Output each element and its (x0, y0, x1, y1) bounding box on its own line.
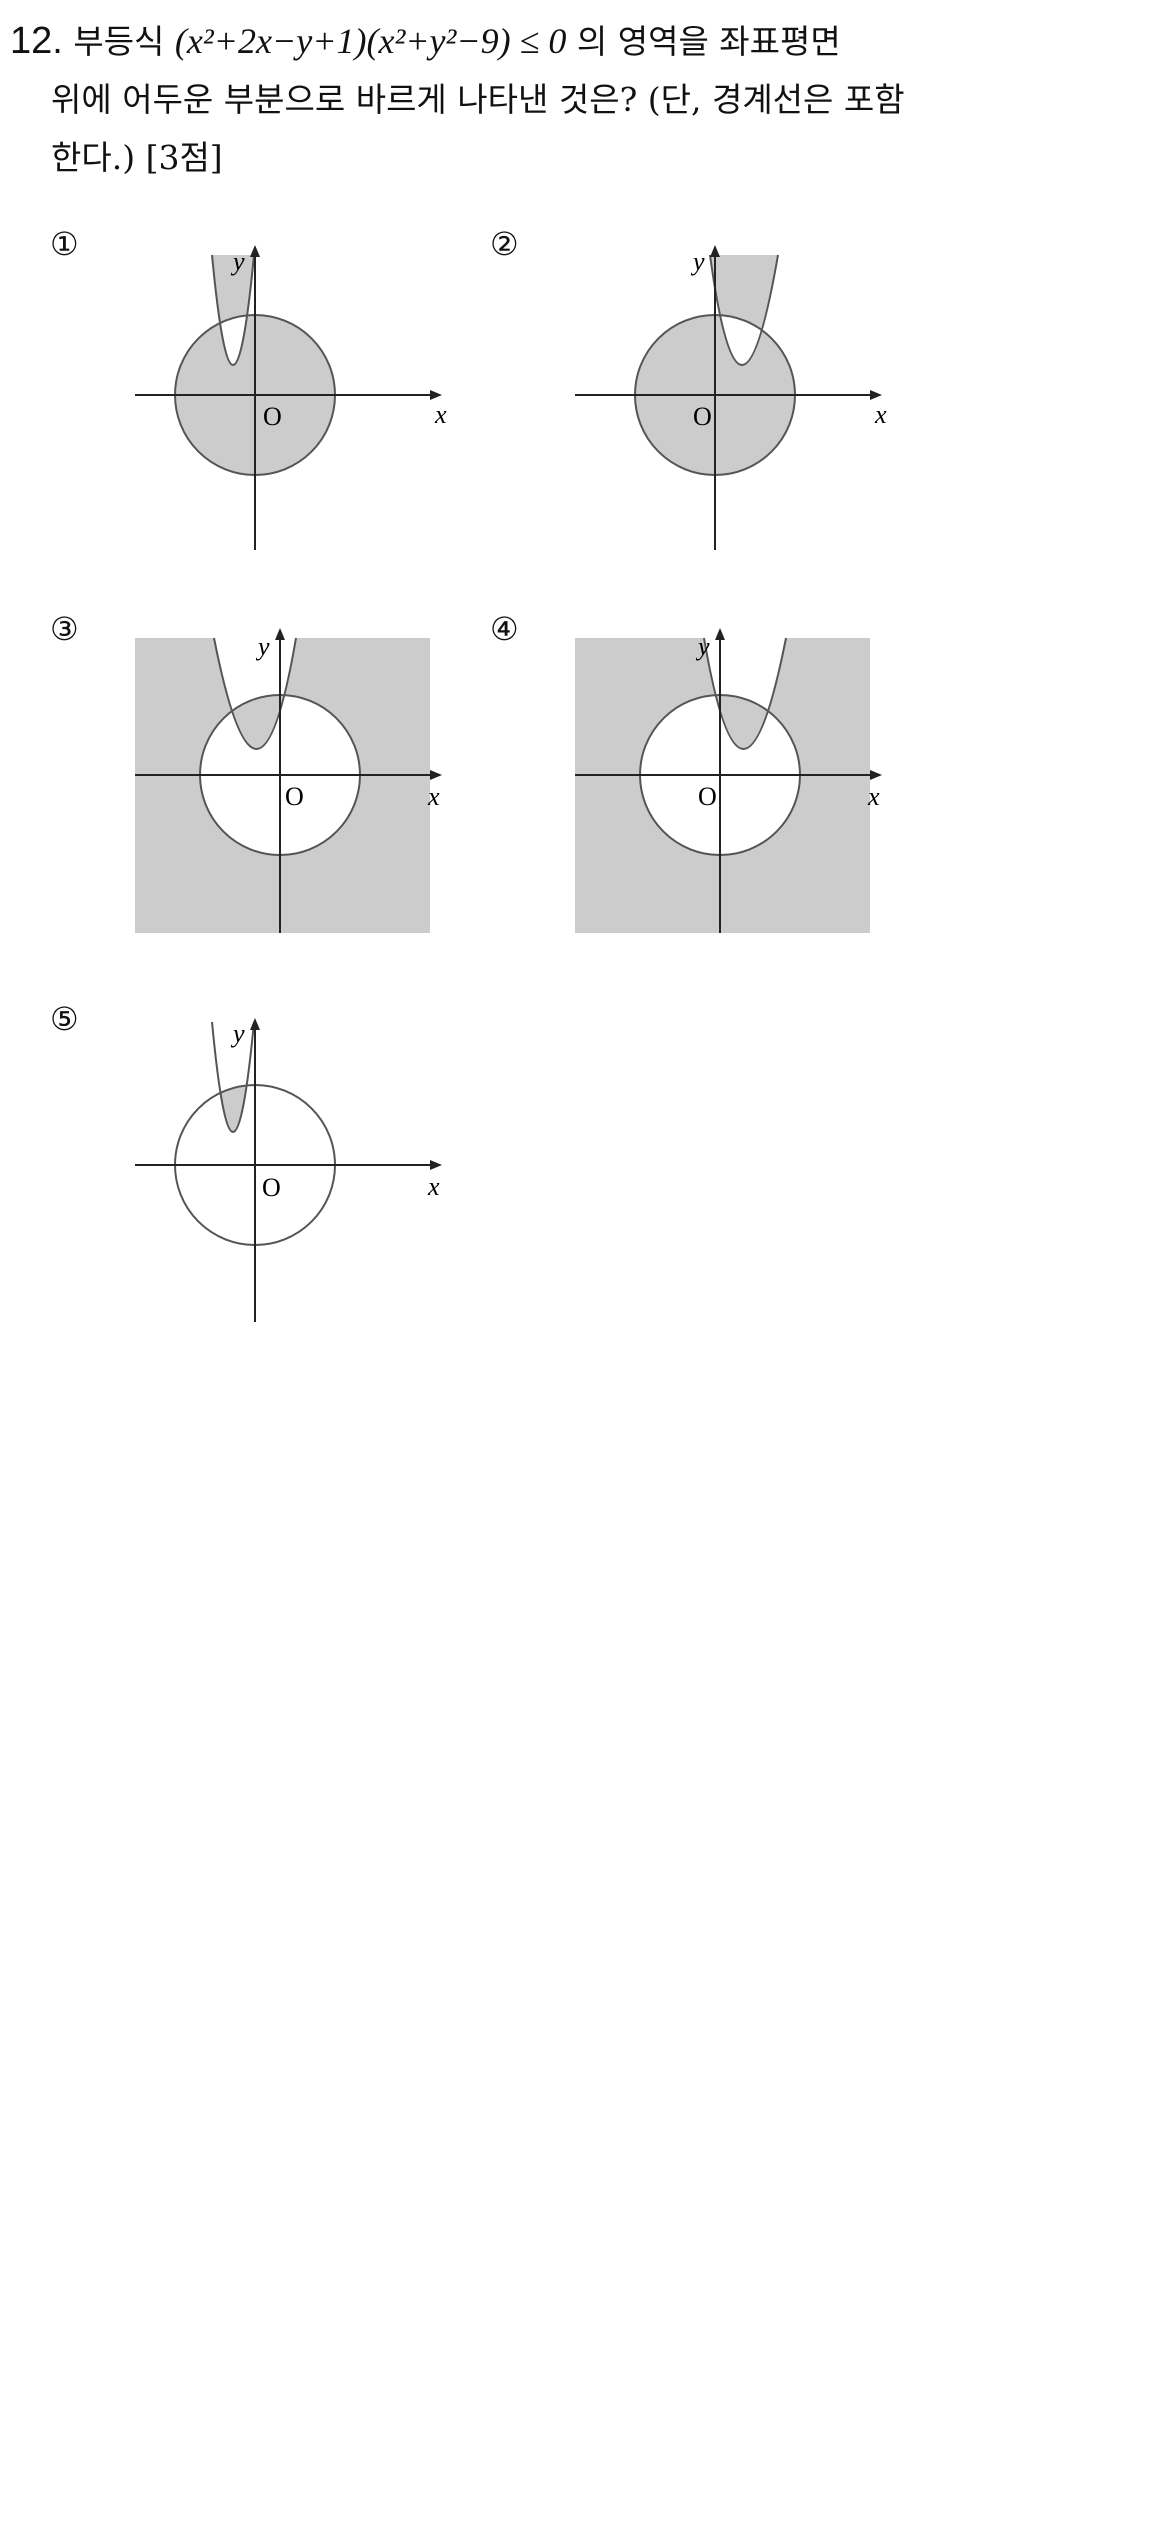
x-axis-label: x (874, 400, 887, 429)
question-text-rest: 의 영역을 좌표평면 (576, 22, 841, 61)
origin-label: O (263, 402, 282, 431)
y-axis-label: y (690, 247, 705, 276)
option-2-graph: x y O (575, 245, 887, 550)
question-line-3: 한다.) [3점] (51, 138, 223, 177)
parabola-boundary (211, 1021, 255, 1133)
x-axis-label: x (427, 782, 440, 811)
question-line-2: 위에 어두운 부분으로 바르게 나타낸 것은? (단, 경계선은 포함 (51, 80, 905, 119)
y-axis-label: y (230, 247, 245, 276)
option-1-graph: x y O (135, 245, 447, 550)
y-axis-arrow (250, 1018, 260, 1030)
x-axis-arrow (870, 770, 882, 780)
y-axis-arrow (250, 245, 260, 257)
question-number: 12. (10, 20, 63, 62)
shaded-outer-region (575, 638, 870, 933)
y-axis-arrow (715, 628, 725, 640)
option-5-graph: x y O (135, 1018, 442, 1322)
parabola-boundary (213, 637, 297, 750)
option-5-label: ⑤ (50, 1000, 79, 1038)
origin-label: O (285, 782, 304, 811)
option-4-graph: x y O (575, 628, 882, 933)
option-1-label: ① (50, 225, 79, 263)
option-4-label: ④ (490, 610, 519, 648)
shaded-outer-region (135, 638, 430, 933)
y-axis-label: y (230, 1019, 245, 1048)
option-2[interactable]: ② x y O (490, 225, 930, 550)
x-axis-arrow (870, 390, 882, 400)
parabola-boundary (211, 254, 255, 366)
x-axis-label: x (434, 400, 447, 429)
y-axis-label: y (255, 632, 270, 661)
shaded-inner-parabola (704, 695, 786, 749)
origin-label: O (693, 402, 712, 431)
parabola-boundary (709, 254, 779, 366)
option-1[interactable]: ① x y O (50, 225, 490, 550)
x-axis-label: x (867, 782, 880, 811)
x-axis-arrow (430, 770, 442, 780)
option-5[interactable]: ⑤ x y O (50, 1000, 490, 1322)
origin-label: O (262, 1173, 281, 1202)
y-axis-label: y (695, 632, 710, 661)
shaded-inner-parabola (214, 695, 296, 749)
question-text-start: 부등식 (73, 22, 165, 61)
x-axis-arrow (430, 390, 442, 400)
option-3-graph: x y O (135, 628, 442, 933)
option-4[interactable]: ④ x y O (490, 610, 930, 933)
parabola-boundary (703, 637, 787, 750)
question-block: 12. 부등식 (x²+2x−y+1)(x²+y²−9) ≤ 0 의 영역을 좌… (10, 12, 940, 187)
inequality-expression: (x²+2x−y+1)(x²+y²−9) ≤ 0 (174, 21, 567, 61)
y-axis-arrow (275, 628, 285, 640)
origin-label: O (698, 782, 717, 811)
option-3-label: ③ (50, 610, 79, 648)
option-2-label: ② (490, 225, 519, 263)
x-axis-label: x (427, 1172, 440, 1201)
option-3[interactable]: ③ x y O (50, 610, 490, 933)
y-axis-arrow (710, 245, 720, 257)
x-axis-arrow (430, 1160, 442, 1170)
question-line-1: 12. 부등식 (x²+2x−y+1)(x²+y²−9) ≤ 0 의 영역을 좌… (10, 12, 940, 71)
